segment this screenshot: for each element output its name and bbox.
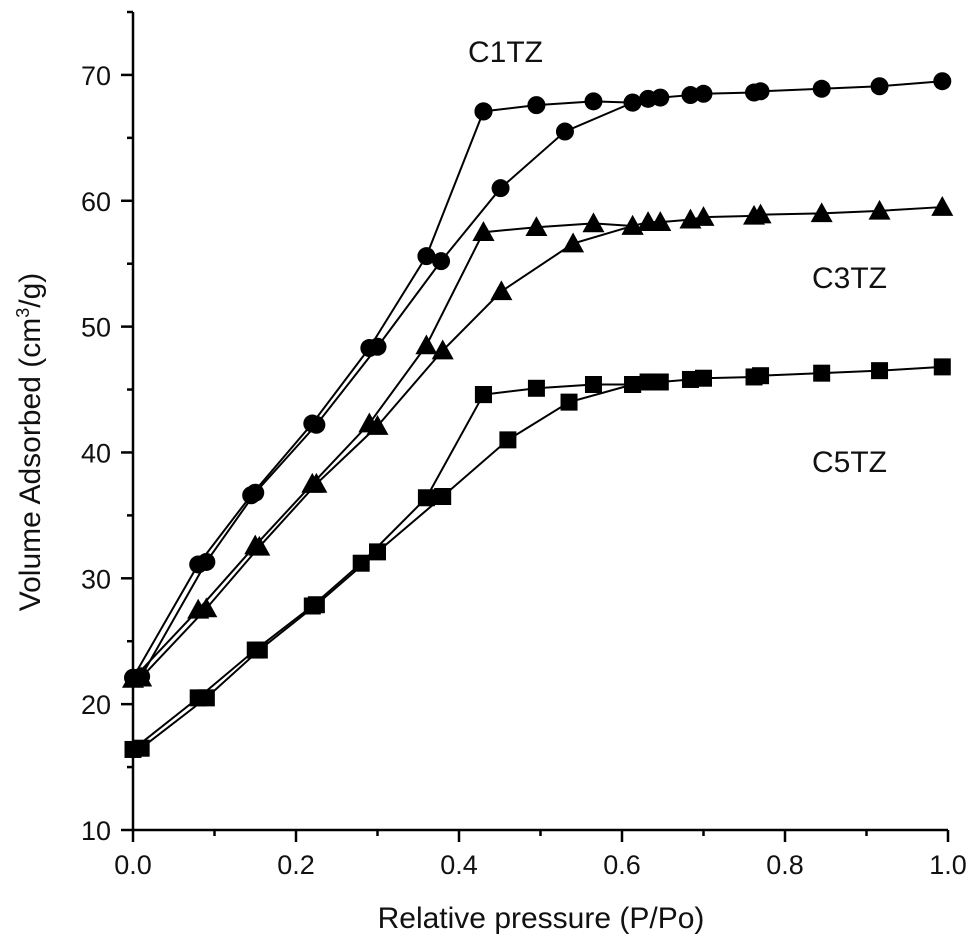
series-c1tz-point xyxy=(933,72,951,90)
y-tick-label: 60 xyxy=(81,187,111,217)
series-c5tz-point xyxy=(585,376,602,393)
series-c5tz-point xyxy=(434,488,451,505)
series-c5tz-point xyxy=(198,689,215,706)
y-axis-title-unit: /g) xyxy=(14,273,47,308)
x-tick-label: 0.8 xyxy=(766,850,804,880)
series-c3tz-adsorption-upper-line xyxy=(141,226,632,678)
series-c1tz-point xyxy=(745,84,763,102)
series-c1tz-adsorption-line xyxy=(133,111,483,677)
x-tick-label: 1.0 xyxy=(929,850,967,880)
series-c1tz-label: C1TZ xyxy=(468,36,543,69)
series-c1tz-point xyxy=(246,484,264,502)
series-c5tz-point xyxy=(369,543,386,560)
series-c1tz-point xyxy=(432,252,450,270)
x-axis-title: Relative pressure (P/Po) xyxy=(378,902,705,935)
y-axis-title: Volume Adsorbed (cm3/g) xyxy=(13,273,47,612)
series-c5tz-point xyxy=(475,386,492,403)
y-tick-label: 20 xyxy=(81,690,111,720)
y-axis-title-main: Volume Adsorbed (cm xyxy=(14,318,47,611)
series-c5tz-point xyxy=(561,394,578,411)
series-c5tz-point xyxy=(624,376,641,393)
series-c1tz-point xyxy=(681,86,699,104)
y-tick-label: 50 xyxy=(81,313,111,343)
series-c3tz-point xyxy=(562,233,584,253)
series-c5tz-point xyxy=(813,365,830,382)
series-c1tz-point xyxy=(556,123,574,141)
series-c1tz-point xyxy=(197,553,215,571)
series-c1tz-point xyxy=(639,90,657,108)
series-c1tz-point xyxy=(492,179,510,197)
x-tick-label: 0.2 xyxy=(277,850,315,880)
series-c3tz-point xyxy=(415,334,437,354)
series-c1tz-point xyxy=(369,338,387,356)
series-c3tz-label: C3TZ xyxy=(812,262,887,295)
series-c5tz-point xyxy=(251,642,268,659)
x-tick-label: 0.0 xyxy=(114,850,152,880)
series-c5tz-point xyxy=(934,358,951,375)
y-tick-label: 10 xyxy=(81,816,111,846)
series-c3tz-point xyxy=(490,280,512,300)
series-c3tz-point xyxy=(931,196,953,216)
series-c5tz-adsorption-upper-line xyxy=(141,385,632,749)
series-c5tz-point xyxy=(499,431,516,448)
y-tick-label: 70 xyxy=(81,61,111,91)
series-c1tz-point xyxy=(527,96,545,114)
series-c5tz-adsorption-line xyxy=(133,395,483,750)
series-c1tz-point xyxy=(871,77,889,95)
series-c5tz-point xyxy=(418,489,435,506)
series-c1tz-point xyxy=(474,102,492,120)
series-c5tz-point xyxy=(640,373,657,390)
series-c1tz-point xyxy=(624,94,642,112)
series-markers xyxy=(122,72,953,758)
y-axis-title-superscript: 3 xyxy=(13,308,33,318)
series-c5tz-point xyxy=(133,740,150,757)
series-c1tz-point xyxy=(813,80,831,98)
series-c5tz-point xyxy=(308,596,325,613)
axes xyxy=(133,12,948,830)
x-tick-label: 0.6 xyxy=(603,850,641,880)
series-c5tz-point xyxy=(871,362,888,379)
series-c5tz-point xyxy=(528,380,545,397)
series-c5tz-point xyxy=(353,555,370,572)
series-c3tz-point xyxy=(582,212,604,232)
series-c1tz-point xyxy=(307,416,325,434)
y-tick-label: 40 xyxy=(81,438,111,468)
series-c5tz-point xyxy=(682,371,699,388)
series-c1tz-point xyxy=(584,92,602,110)
series-c5tz-point xyxy=(746,368,763,385)
series-c5tz-label: C5TZ xyxy=(812,446,887,479)
y-tick-label: 30 xyxy=(81,564,111,594)
x-tick-label: 0.4 xyxy=(440,850,478,880)
